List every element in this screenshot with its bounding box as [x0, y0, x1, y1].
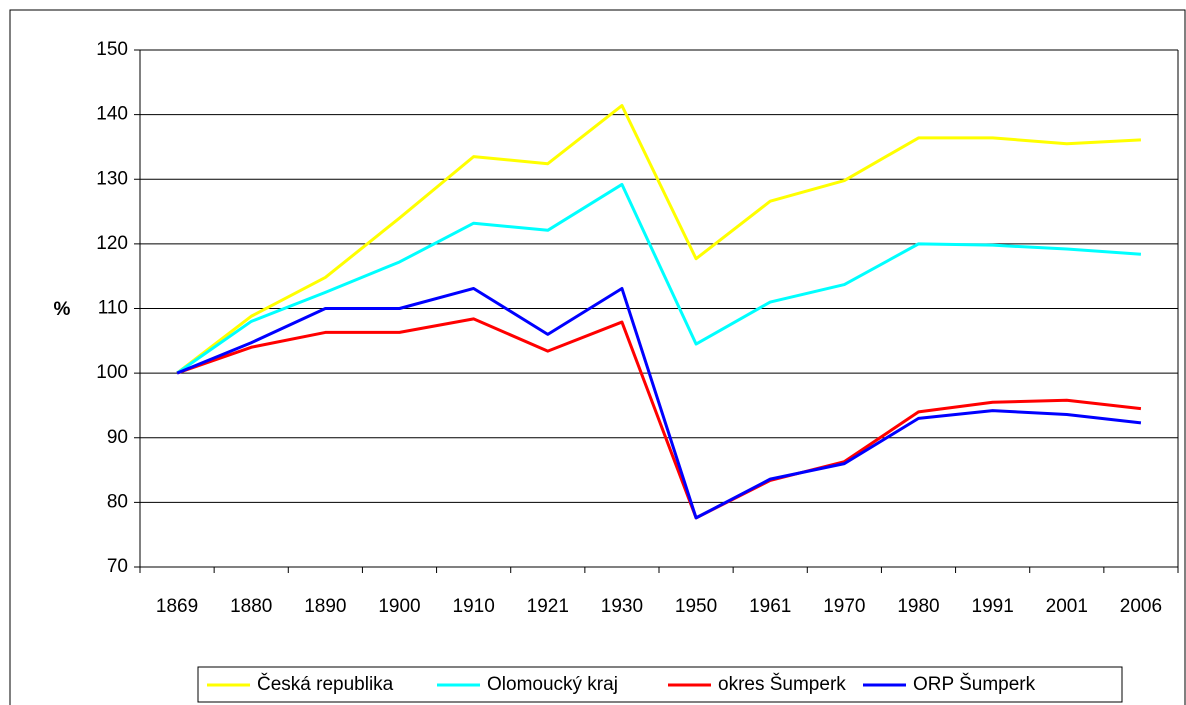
y-tick-label: 120 — [96, 233, 128, 254]
x-tick-label: 1930 — [601, 596, 643, 617]
x-tick-label: 1970 — [823, 596, 865, 617]
y-tick-label: 110 — [98, 298, 128, 319]
y-axis-label: % — [54, 299, 71, 320]
series-line — [176, 104, 1142, 375]
y-tick-label: 140 — [96, 104, 128, 125]
x-tick-label: 1980 — [897, 596, 939, 617]
y-tick-label: 90 — [107, 427, 128, 448]
series-line — [176, 286, 1142, 520]
x-tick-label: 1890 — [304, 596, 346, 617]
legend-box — [197, 666, 1123, 703]
series-line — [176, 317, 1142, 520]
y-tick-label: 130 — [96, 168, 128, 189]
y-tick-label: 70 — [107, 556, 128, 577]
y-tick-label: 150 — [96, 39, 128, 60]
series-line — [176, 182, 1142, 375]
x-tick-label: 1910 — [453, 596, 495, 617]
x-tick-label: 1921 — [527, 596, 569, 617]
x-tick-label: 1869 — [156, 596, 198, 617]
legend-label: okres Šumperk — [718, 673, 846, 695]
x-tick-label: 1991 — [972, 596, 1014, 617]
legend-label: ORP Šumperk — [913, 673, 1036, 695]
legend-label: Česká republika — [257, 673, 394, 695]
legend-label: Olomoucký kraj — [487, 674, 618, 695]
y-tick-label: 100 — [96, 362, 128, 383]
x-tick-label: 1900 — [378, 596, 420, 617]
y-tick-label: 80 — [107, 491, 128, 512]
x-tick-label: 1950 — [675, 596, 717, 617]
x-tick-label: 1961 — [749, 596, 791, 617]
x-tick-label: 2006 — [1120, 596, 1162, 617]
x-tick-label: 1880 — [230, 596, 272, 617]
x-tick-label: 2001 — [1046, 596, 1088, 617]
